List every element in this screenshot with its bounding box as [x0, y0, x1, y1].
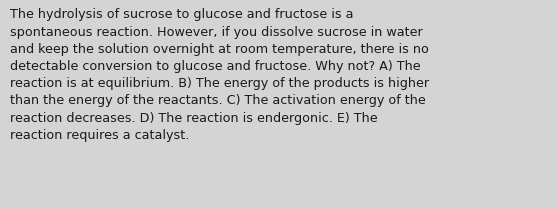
- Text: The hydrolysis of sucrose to glucose and fructose is a
spontaneous reaction. How: The hydrolysis of sucrose to glucose and…: [10, 8, 429, 142]
